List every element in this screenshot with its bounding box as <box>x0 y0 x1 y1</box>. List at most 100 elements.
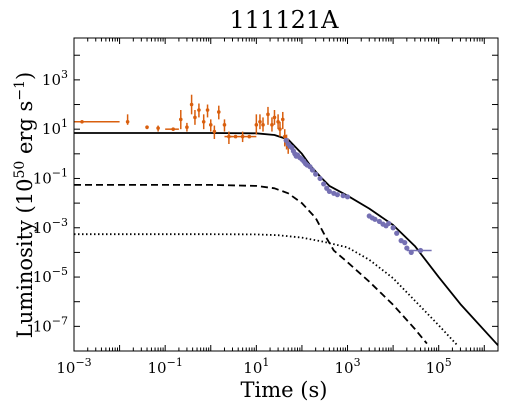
x-tick-label-exp: 5 <box>445 356 452 369</box>
data-point-orange <box>228 134 243 139</box>
data-point-purple <box>404 245 410 251</box>
x-tick-label: 101 <box>243 356 269 377</box>
data-marker <box>313 171 319 177</box>
data-point-purple <box>402 240 408 246</box>
data-point-orange <box>74 119 120 124</box>
data-point-purple <box>390 225 396 231</box>
y-tick-label: 10−7 <box>33 314 68 335</box>
data-point-orange <box>266 106 270 125</box>
data-marker <box>282 134 287 139</box>
data-marker <box>390 225 396 231</box>
data-marker <box>326 188 332 194</box>
data-point-orange <box>282 129 287 147</box>
data-point-purple <box>376 218 382 225</box>
data-marker <box>317 175 323 182</box>
data-marker <box>386 220 392 227</box>
data-point-orange <box>201 114 206 130</box>
data-marker <box>258 119 262 124</box>
model-curves <box>74 132 499 346</box>
data-point-orange <box>145 125 149 130</box>
y-axis-label-exp: 50 <box>12 161 28 179</box>
data-point-orange <box>222 119 227 132</box>
model-curve-dotted <box>74 233 458 346</box>
y-axis-label-main: Luminosity (10 <box>13 179 37 339</box>
data-point-orange <box>193 109 197 125</box>
data-point-orange <box>276 114 280 130</box>
data-marker <box>222 123 227 127</box>
x-tick-label: 105 <box>426 356 452 377</box>
data-marker <box>216 110 221 114</box>
data-marker <box>404 245 410 251</box>
data-marker <box>340 193 346 199</box>
data-point-orange <box>280 111 285 130</box>
y-tick-label-exp: −7 <box>52 314 68 327</box>
y-tick-label-base: 10 <box>33 169 52 187</box>
y-tick-label-exp: −3 <box>52 216 68 229</box>
y-axis-label-unit: erg s <box>13 101 37 161</box>
data-point-orange <box>165 127 179 131</box>
data-point-orange <box>156 125 160 132</box>
y-tick-label: 10−3 <box>33 216 68 237</box>
data-marker <box>247 134 252 139</box>
x-tick-label-exp: −3 <box>75 356 91 369</box>
data-marker <box>178 117 183 122</box>
y-tick-label-base: 10 <box>42 71 61 89</box>
data-marker <box>272 115 277 120</box>
data-point-purple <box>313 171 319 177</box>
data-marker <box>270 123 274 127</box>
x-tick-label: 10−1 <box>148 356 183 377</box>
y-tick-label-exp: −1 <box>52 166 68 179</box>
data-marker <box>334 192 341 198</box>
data-marker <box>205 108 210 112</box>
data-point-orange <box>212 125 217 139</box>
data-point-orange <box>189 94 194 115</box>
y-tick-label-base: 10 <box>33 317 52 335</box>
data-marker <box>344 194 351 200</box>
data-marker <box>261 123 265 127</box>
y-tick-label: 10−1 <box>33 166 68 187</box>
data-marker <box>402 240 408 246</box>
y-axis-label-close: ) <box>13 72 37 80</box>
data-point-purple <box>386 220 392 227</box>
y-tick-label: 101 <box>42 117 68 138</box>
y-tick-label-base: 10 <box>42 120 61 138</box>
x-tick-label-exp: 1 <box>262 356 269 369</box>
tick-marks <box>73 38 499 352</box>
data-marker <box>254 123 259 127</box>
x-tick-label: 103 <box>334 356 360 377</box>
y-tick-label: 10−5 <box>33 265 68 286</box>
data-marker <box>125 119 130 124</box>
data-point-orange <box>270 117 274 132</box>
x-tick-label-base: 10 <box>243 359 262 377</box>
data-point-purple <box>321 181 327 187</box>
chart-title: 111121A <box>230 6 340 34</box>
y-tick-label-base: 10 <box>33 268 52 286</box>
data-marker <box>321 181 327 187</box>
data-point-purple <box>372 216 378 222</box>
data-point-orange <box>261 117 265 132</box>
x-tick-label-base: 10 <box>426 359 445 377</box>
data-point-orange <box>178 109 183 130</box>
x-tick-label-base: 10 <box>56 359 75 377</box>
data-marker <box>197 108 201 112</box>
data-point-orange <box>254 114 259 135</box>
data-marker <box>233 134 238 139</box>
data-marker <box>156 126 160 130</box>
data-point-purple <box>317 175 323 182</box>
data-point-orange <box>185 122 189 132</box>
data-marker <box>266 112 270 117</box>
data-point-purple <box>334 192 341 198</box>
x-tick-label-exp: 3 <box>354 356 361 369</box>
data-marker <box>171 127 176 131</box>
data-marker <box>309 167 316 173</box>
data-marker <box>212 129 217 134</box>
data-point-orange <box>208 119 213 132</box>
x-tick-label-base: 10 <box>334 359 353 377</box>
data-point-purple <box>340 193 346 199</box>
data-marker <box>189 102 194 107</box>
data-marker <box>201 119 206 124</box>
y-tick-label-exp: 1 <box>61 117 68 130</box>
data-marker <box>185 125 189 130</box>
data-point-orange <box>278 121 282 137</box>
